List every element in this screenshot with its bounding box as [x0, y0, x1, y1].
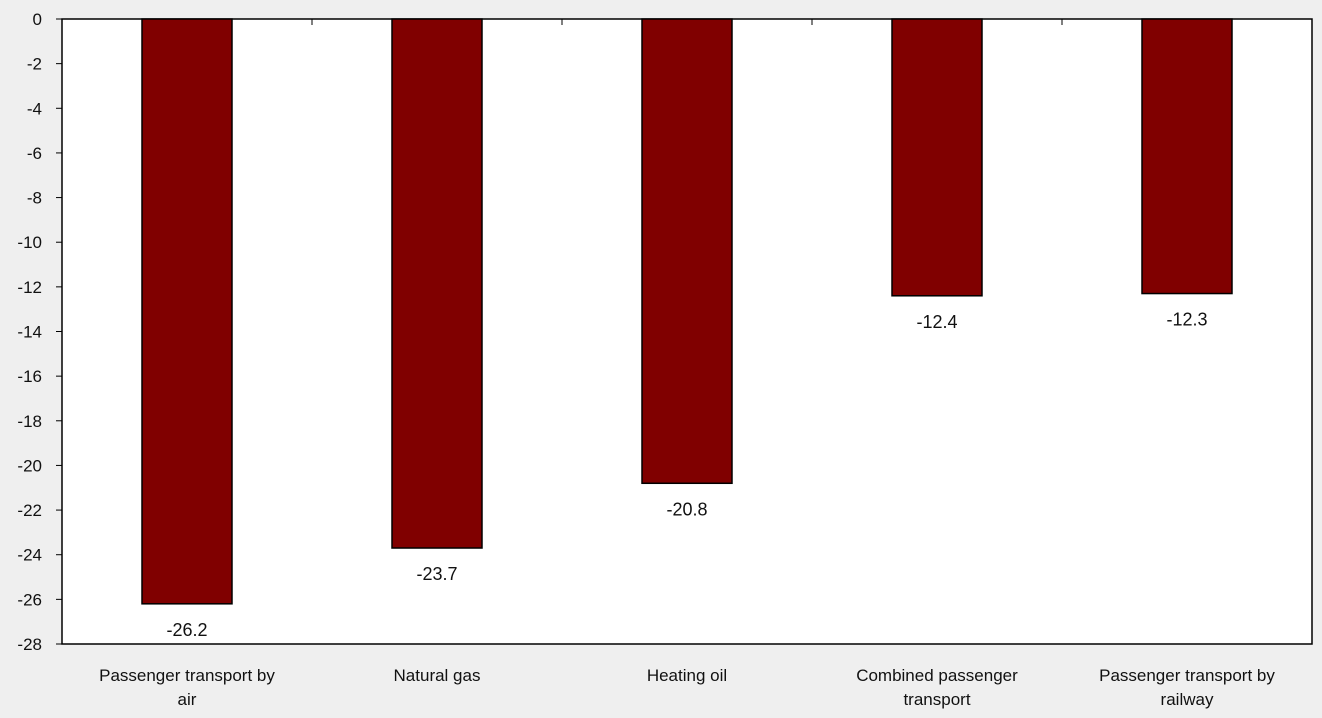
y-tick-label: -14 [17, 323, 42, 342]
x-axis [61, 19, 1313, 25]
data-label: -20.8 [666, 499, 707, 519]
y-tick-label: -28 [17, 635, 42, 654]
data-label: -23.7 [416, 564, 457, 584]
bar-series [141, 18, 1233, 605]
y-tick-label: -4 [27, 99, 42, 118]
category-labels: Passenger transport by air Natural gas Heat… [99, 666, 1275, 709]
category-label: Passenger transport by [1099, 666, 1275, 685]
y-tick-label: -26 [17, 590, 42, 609]
y-tick-label: -8 [27, 189, 42, 208]
category-label: air [178, 690, 197, 709]
bar [141, 18, 233, 605]
data-label: -26.2 [166, 620, 207, 640]
y-tick-label: -22 [17, 501, 42, 520]
category-label: railway [1161, 690, 1214, 709]
y-tick-label: -24 [17, 546, 42, 565]
y-tick-label: -2 [27, 55, 42, 74]
y-axis: 0 -2 -4 -6 -8 -10 -12 -14 -16 -18 -20 -22 -24 -26 -28 [17, 10, 62, 654]
category-label: Heating oil [647, 666, 727, 685]
y-tick-label: -12 [17, 278, 42, 297]
category-label: Combined passenger [856, 666, 1018, 685]
data-labels: -26.2 -23.7 -20.8 -12.4 -12.3 [166, 310, 1207, 640]
y-tick-label: -18 [17, 412, 42, 431]
y-tick-label: -6 [27, 144, 42, 163]
category-label: Natural gas [394, 666, 481, 685]
y-tick-label: -16 [17, 367, 42, 386]
category-label: Passenger transport by [99, 666, 275, 685]
data-label: -12.4 [916, 312, 957, 332]
y-tick-label: -10 [17, 233, 42, 252]
y-tick-label: -20 [17, 456, 42, 475]
y-tick-label: 0 [33, 10, 42, 29]
category-label: transport [903, 690, 970, 709]
bar [641, 18, 733, 485]
bar [891, 18, 983, 297]
data-label: -12.3 [1166, 310, 1207, 330]
bar [391, 18, 483, 549]
bar [1141, 18, 1233, 295]
